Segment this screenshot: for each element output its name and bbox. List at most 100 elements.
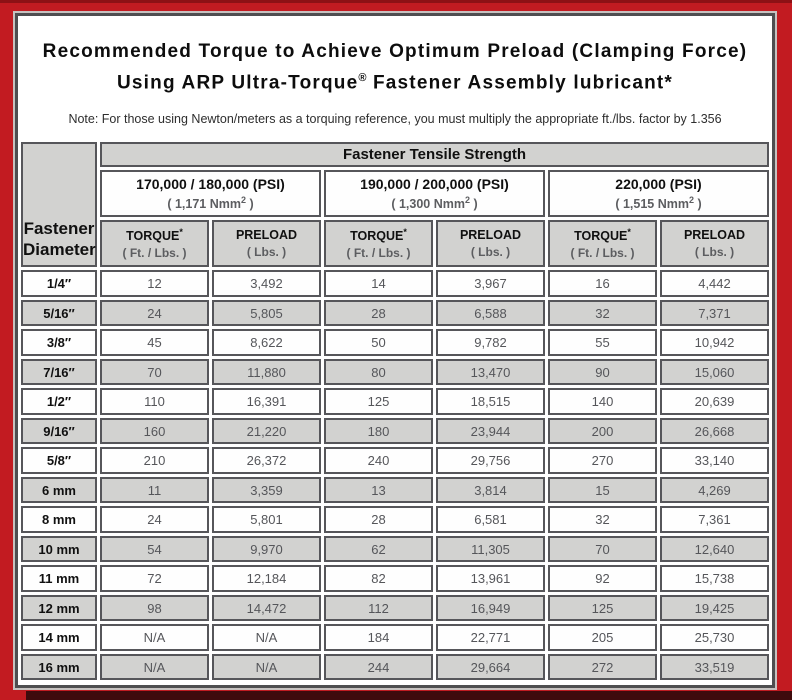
data-cell: 3,359: [212, 476, 321, 504]
data-cell: N/A: [212, 624, 321, 651]
data-cell: 16,949: [436, 594, 545, 622]
psi-group-2-header: 190,000 / 200,000 (PSI) ( 1,300 Nmm2 ): [324, 170, 545, 218]
data-cell: 82: [324, 565, 433, 592]
data-cell: 7,361: [660, 506, 769, 533]
data-cell: 15,738: [660, 565, 769, 592]
torque-column-header: TORQUE* ( Ft. / Lbs. ): [548, 220, 657, 268]
data-cell: 70: [100, 358, 209, 386]
data-cell: 33,140: [660, 447, 769, 474]
data-cell: 8,622: [212, 329, 321, 356]
data-cell: 50: [324, 329, 433, 356]
row-label: 9/16″: [21, 417, 97, 445]
torque-table-container: Fastener Diameter Fastener Tensile Stren…: [18, 139, 772, 683]
data-cell: 13,961: [436, 565, 545, 592]
data-cell: 10,942: [660, 329, 769, 356]
data-cell: 24: [100, 299, 209, 327]
row-label: 7/16″: [21, 358, 97, 386]
data-cell: 4,269: [660, 476, 769, 504]
data-cell: 18,515: [436, 388, 545, 415]
data-cell: 12: [100, 270, 209, 297]
table-row: 9/16″ 160 21,220 180 23,944 200 26,668: [21, 417, 769, 445]
psi-group-3-header: 220,000 (PSI) ( 1,515 Nmm2 ): [548, 170, 769, 218]
data-cell: 25,730: [660, 624, 769, 651]
data-cell: 244: [324, 653, 433, 681]
data-cell: 272: [548, 653, 657, 681]
data-cell: 29,664: [436, 653, 545, 681]
torque-column-header: TORQUE* ( Ft. / Lbs. ): [324, 220, 433, 268]
row-label: 5/16″: [21, 299, 97, 327]
row-label: 6 mm: [21, 476, 97, 504]
data-cell: 16,391: [212, 388, 321, 415]
data-cell: 19,425: [660, 594, 769, 622]
row-label: 16 mm: [21, 653, 97, 681]
data-cell: 180: [324, 417, 433, 445]
table-row: 5/8″ 210 26,372 240 29,756 270 33,140: [21, 447, 769, 474]
data-cell: 9,782: [436, 329, 545, 356]
table-row: 16 mm N/A N/A 244 29,664 272 33,519: [21, 653, 769, 681]
data-cell: 5,805: [212, 299, 321, 327]
data-cell: 98: [100, 594, 209, 622]
table-row: 7/16″ 70 11,880 80 13,470 90 15,060: [21, 358, 769, 386]
data-cell: 3,814: [436, 476, 545, 504]
corner-label-fastener-diameter: Fastener Diameter: [21, 142, 97, 268]
data-cell: 125: [548, 594, 657, 622]
data-cell: 11: [100, 476, 209, 504]
registered-trademark-symbol: ®: [358, 72, 367, 84]
row-label: 10 mm: [21, 535, 97, 563]
row-label: 12 mm: [21, 594, 97, 622]
data-cell: 80: [324, 358, 433, 386]
data-cell: 205: [548, 624, 657, 651]
table-row: 6 mm 11 3,359 13 3,814 15 4,269: [21, 476, 769, 504]
data-cell: 15: [548, 476, 657, 504]
chart-card-panel: Recommended Torque to Achieve Optimum Pr…: [15, 13, 775, 688]
data-cell: 210: [100, 447, 209, 474]
data-cell: 112: [324, 594, 433, 622]
data-cell: 4,442: [660, 270, 769, 297]
preload-column-header: PRELOAD ( Lbs. ): [436, 220, 545, 268]
data-cell: 62: [324, 535, 433, 563]
tensile-strength-header: Fastener Tensile Strength: [100, 142, 769, 168]
data-cell: 13,470: [436, 358, 545, 386]
data-cell: 20,639: [660, 388, 769, 415]
data-cell: 22,771: [436, 624, 545, 651]
data-cell: 14: [324, 270, 433, 297]
data-cell: 3,967: [436, 270, 545, 297]
data-cell: 29,756: [436, 447, 545, 474]
data-cell: N/A: [212, 653, 321, 681]
data-cell: 240: [324, 447, 433, 474]
data-cell: 3,492: [212, 270, 321, 297]
data-cell: 92: [548, 565, 657, 592]
data-cell: 32: [548, 299, 657, 327]
data-cell: 12,640: [660, 535, 769, 563]
data-cell: 45: [100, 329, 209, 356]
table-body: 1/4″ 12 3,492 14 3,967 16 4,442 5/16″ 24 5,805 28 6…: [21, 270, 769, 681]
table-row: 12 mm 98 14,472 112 16,949 125 19,425: [21, 594, 769, 622]
data-cell: 21,220: [212, 417, 321, 445]
table-row: 11 mm 72 12,184 82 13,961 92 15,738: [21, 565, 769, 592]
data-cell: 13: [324, 476, 433, 504]
data-cell: 6,581: [436, 506, 545, 533]
data-cell: 15,060: [660, 358, 769, 386]
data-cell: 54: [100, 535, 209, 563]
preload-column-header: PRELOAD ( Lbs. ): [660, 220, 769, 268]
data-cell: 28: [324, 299, 433, 327]
data-cell: 200: [548, 417, 657, 445]
title-line-1: Recommended Torque to Achieve Optimum Pr…: [42, 41, 748, 62]
bottom-edge-shadow: [26, 691, 792, 700]
data-cell: 9,970: [212, 535, 321, 563]
row-label: 5/8″: [21, 447, 97, 474]
data-cell: 11,880: [212, 358, 321, 386]
data-cell: 270: [548, 447, 657, 474]
data-cell: 140: [548, 388, 657, 415]
data-cell: 28: [324, 506, 433, 533]
data-cell: 72: [100, 565, 209, 592]
row-label: 1/2″: [21, 388, 97, 415]
data-cell: 110: [100, 388, 209, 415]
preload-column-header: PRELOAD ( Lbs. ): [212, 220, 321, 268]
data-cell: 24: [100, 506, 209, 533]
row-label: 8 mm: [21, 506, 97, 533]
table-row: 1/4″ 12 3,492 14 3,967 16 4,442: [21, 270, 769, 297]
data-cell: 6,588: [436, 299, 545, 327]
row-label: 11 mm: [21, 565, 97, 592]
data-cell: 14,472: [212, 594, 321, 622]
